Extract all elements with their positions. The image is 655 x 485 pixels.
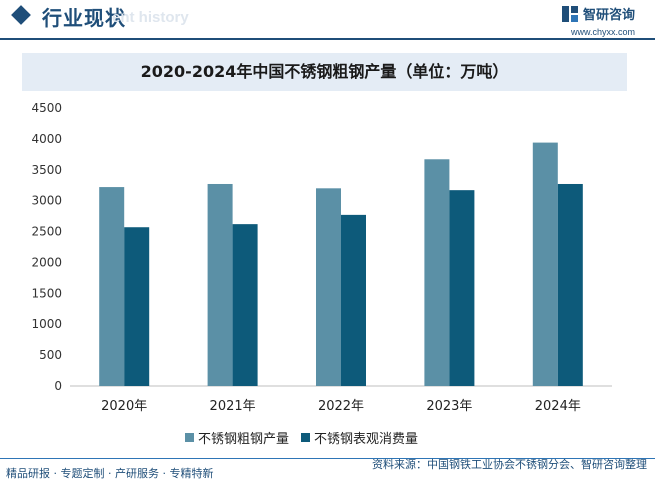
x-tick-label: 2022年 [318,399,364,414]
y-tick-label: 1000 [31,317,62,331]
bar-series-2-3 [341,214,366,386]
footer-divider [0,458,655,459]
chart-title: 2020-2024年中国不锈钢粗钢产量（单位：万吨） [22,53,627,91]
legend-item-series-1: 不锈钢粗钢产量 [185,428,289,447]
bar-series-1-3 [316,188,341,386]
x-tick-label: 2024年 [535,399,581,414]
legend-label-series-1: 不锈钢粗钢产量 [198,432,290,447]
y-tick-label: 4500 [31,101,62,115]
footer-services: 精品研报 · 专题定制 · 产研服务 · 专精特新 [6,467,214,480]
legend-swatch-series-1 [185,433,194,442]
x-tick-label: 2023年 [426,399,472,414]
y-tick-label: 4000 [31,132,62,146]
footer-source: 资料来源：中国钢铁工业协会不锈钢分会、智研咨询整理 [372,458,647,471]
x-tick-label: 2021年 [210,399,256,414]
bar-layer [99,142,583,386]
section-subtitle: ent history [112,9,189,26]
axis-layer: 0 500 1000 1500 2000 2500 3000 3500 4000 4500 2020… [31,101,612,414]
y-tick-label: 3500 [31,163,62,177]
legend-item-series-2: 不锈钢表观消费量 [301,428,418,447]
y-tick-label: 0 [54,379,62,393]
chart-legend: 不锈钢粗钢产量 不锈钢表观消费量 [185,428,430,447]
y-tick-label: 2000 [31,255,62,269]
bar-series-1-1 [99,187,125,386]
bar-series-1-4 [424,159,450,386]
bar-series-1-5 [532,142,558,386]
legend-label-series-2: 不锈钢表观消费量 [314,432,419,447]
y-tick-label: 2500 [31,225,62,239]
section-title: 行业现状 [42,6,126,30]
brand-logo: 智研咨询 [561,4,635,23]
bar-series-1-2 [207,183,233,386]
x-tick-label: 2020年 [101,399,147,414]
y-tick-label: 3000 [31,194,62,208]
bar-series-2-5 [557,183,583,386]
brand-logo-icon [561,5,578,22]
page-header: 行业现状 ent history 智研咨询 www.chyxx.com [0,0,655,42]
bar-series-2-1 [124,227,150,386]
bar-series-2-2 [232,224,258,386]
y-tick-label: 1500 [31,286,62,300]
header-divider [0,38,655,40]
brand-name: 智研咨询 [582,8,635,23]
brand-url: www.chyxx.com [570,27,635,37]
legend-swatch-series-2 [301,433,311,442]
bar-series-2-4 [449,190,475,386]
y-tick-label: 500 [39,348,62,362]
